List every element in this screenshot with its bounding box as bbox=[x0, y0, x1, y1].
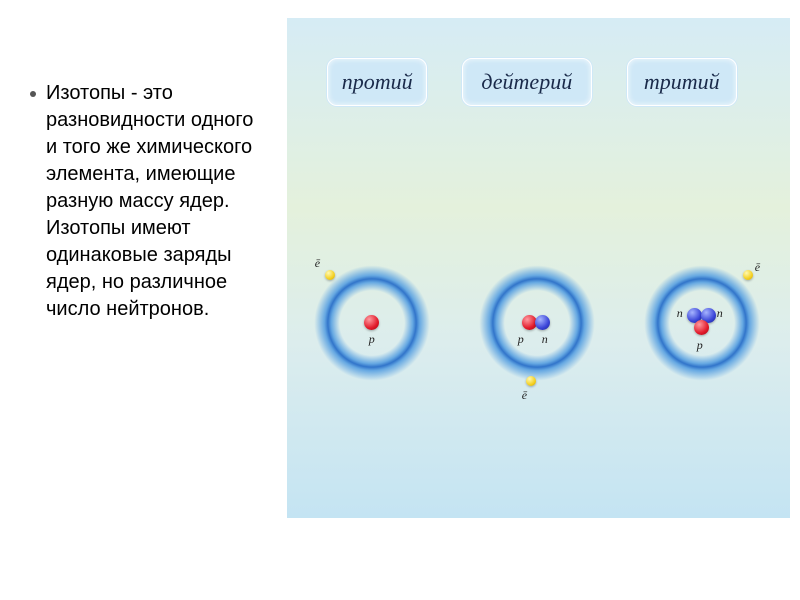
neutron-label: n bbox=[677, 306, 683, 321]
atom-deuterium: p n ē bbox=[462, 248, 612, 398]
label-text: тритий bbox=[644, 69, 720, 94]
electron-label: ē bbox=[315, 256, 320, 271]
label-text: протий bbox=[342, 69, 413, 94]
atom-protium: p ē bbox=[297, 248, 447, 398]
proton-label: p bbox=[697, 338, 703, 353]
bullet-item: Изотопы - это разновидности одного и тог… bbox=[30, 80, 267, 323]
isotope-label-tritium: тритий bbox=[627, 58, 737, 106]
definition-text: Изотопы - это разновидности одного и тог… bbox=[46, 80, 267, 323]
electron bbox=[743, 270, 753, 280]
isotope-diagram: протий дейтерий тритий p ē p n ē bbox=[287, 18, 790, 518]
label-text: дейтерий bbox=[481, 69, 572, 94]
atom-tritium: n n p ē bbox=[627, 248, 777, 398]
proton bbox=[694, 320, 709, 335]
electron bbox=[325, 270, 335, 280]
electron bbox=[526, 376, 536, 386]
neutron-label: n bbox=[717, 306, 723, 321]
proton bbox=[364, 315, 379, 330]
text-column: Изотопы - это разновидности одного и тог… bbox=[0, 0, 287, 600]
isotope-label-deuterium: дейтерий bbox=[462, 58, 592, 106]
proton-label: p bbox=[518, 332, 524, 347]
slide: Изотопы - это разновидности одного и тог… bbox=[0, 0, 800, 600]
electron-label: ē bbox=[522, 388, 527, 403]
isotope-label-protium: протий bbox=[327, 58, 427, 106]
neutron bbox=[535, 315, 550, 330]
bullet-dot bbox=[30, 91, 36, 97]
neutron-label: n bbox=[542, 332, 548, 347]
proton-label: p bbox=[369, 332, 375, 347]
electron-label: ē bbox=[755, 260, 760, 275]
